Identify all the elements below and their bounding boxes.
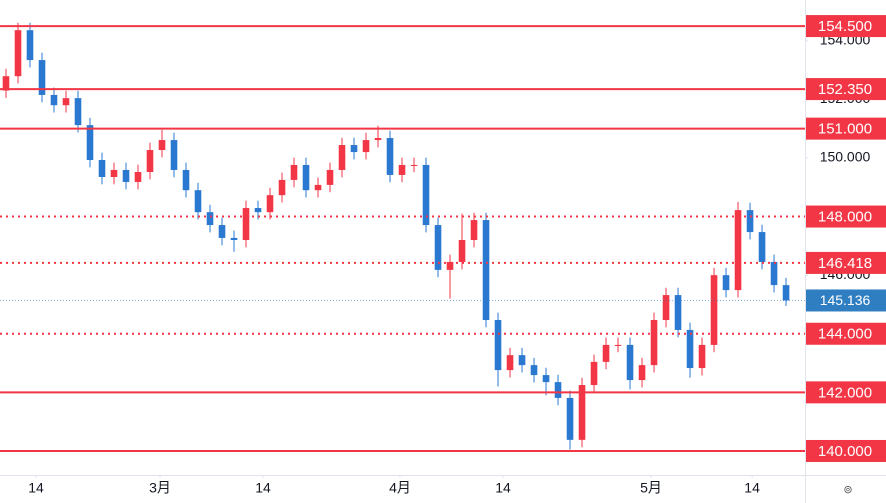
settings-icon[interactable]: ⊚: [843, 484, 852, 496]
candle-body: [506, 355, 514, 371]
candle-body: [194, 190, 202, 213]
candle-body: [338, 145, 346, 170]
current-price-label: 145.136: [820, 292, 871, 308]
candle-body: [62, 98, 70, 106]
level-label: 144.000: [818, 326, 872, 343]
candle-body: [170, 140, 178, 170]
candle-body: [2, 76, 10, 91]
candle-body: [146, 150, 154, 173]
candle-body: [770, 261, 778, 286]
candle-body: [326, 169, 334, 185]
level-box: [806, 205, 886, 228]
candle-body: [722, 275, 730, 291]
candle-body: [590, 361, 598, 386]
candle-body: [434, 225, 442, 270]
candle-body: [302, 164, 310, 191]
level-box: [806, 439, 886, 462]
candle-body: [494, 319, 502, 371]
candle-body: [734, 210, 742, 291]
candle-body: [158, 140, 166, 151]
level-box: [806, 78, 886, 101]
candle-body: [626, 344, 634, 381]
level-label: 148.000: [818, 209, 872, 226]
x-tick-label: 14: [744, 480, 760, 496]
candle-body: [134, 172, 142, 182]
candle-body: [206, 212, 214, 226]
candle-body: [98, 159, 106, 177]
x-tick-label: 3月: [149, 480, 171, 496]
candle-body: [14, 30, 22, 77]
candle-body: [278, 179, 286, 196]
candle-body: [266, 195, 274, 213]
level-label: 151.000: [818, 121, 872, 138]
candle-body: [50, 94, 58, 106]
level-label: 140.000: [818, 443, 872, 460]
candle-body: [566, 397, 574, 440]
candle-body: [602, 344, 610, 362]
candle-body: [422, 164, 430, 226]
candle-body: [542, 375, 550, 383]
current-price-box: [806, 289, 886, 312]
level-box: [806, 322, 886, 345]
candle-body: [782, 285, 790, 301]
candle-body: [446, 261, 454, 270]
candle-body: [458, 239, 466, 262]
candle-body: [386, 138, 394, 175]
candle-body: [518, 355, 526, 366]
level-box: [806, 381, 886, 404]
x-tick-label: 4月: [389, 480, 411, 496]
level-box: [806, 251, 886, 274]
candle-body: [710, 275, 718, 345]
level-label: 142.000: [818, 384, 872, 401]
x-tick-label: 14: [255, 480, 271, 496]
candle-body: [290, 164, 298, 180]
candle-body: [74, 98, 82, 126]
candle-body: [350, 145, 358, 153]
candle-body: [218, 225, 226, 238]
candle-body: [110, 169, 118, 177]
candle-body: [230, 237, 238, 240]
candle-body: [38, 60, 46, 95]
candle-body: [482, 220, 490, 320]
candle-body: [650, 319, 658, 366]
candles: [2, 22, 790, 450]
levels: 145.136 154.500 152.350 151.000 148.000 146.4…: [0, 15, 886, 462]
level-label: 146.418: [818, 255, 872, 272]
level-box: [806, 15, 886, 38]
candle-body: [614, 344, 622, 346]
level-box: [806, 117, 886, 140]
candle-body: [746, 210, 754, 233]
candle-body: [86, 125, 94, 160]
candle-body: [122, 169, 130, 182]
y-tick-label: 150.000: [820, 149, 871, 165]
candle-body: [662, 295, 670, 320]
candle-body: [554, 382, 562, 398]
candle-body: [470, 220, 478, 240]
candle-body: [254, 208, 262, 213]
level-label: 152.350: [818, 81, 872, 98]
candle-body: [398, 164, 406, 175]
candle-body: [758, 232, 766, 262]
candle-body: [374, 138, 382, 141]
candle-body: [314, 184, 322, 191]
candle-body: [182, 169, 190, 191]
x-tick-label: 14: [28, 480, 44, 496]
x-tick-label: 5月: [640, 480, 662, 496]
candle-body: [410, 164, 418, 166]
x-tick-label: 14: [495, 480, 511, 496]
candle-body: [242, 208, 250, 240]
candle-body: [578, 385, 586, 440]
candle-body: [26, 30, 34, 61]
level-label: 154.500: [818, 18, 872, 35]
candle-body: [362, 140, 370, 153]
candle-body: [638, 365, 646, 381]
candle-body: [698, 344, 706, 369]
candle-body: [530, 365, 538, 376]
candle-body: [674, 295, 682, 330]
candle-body: [686, 329, 694, 369]
